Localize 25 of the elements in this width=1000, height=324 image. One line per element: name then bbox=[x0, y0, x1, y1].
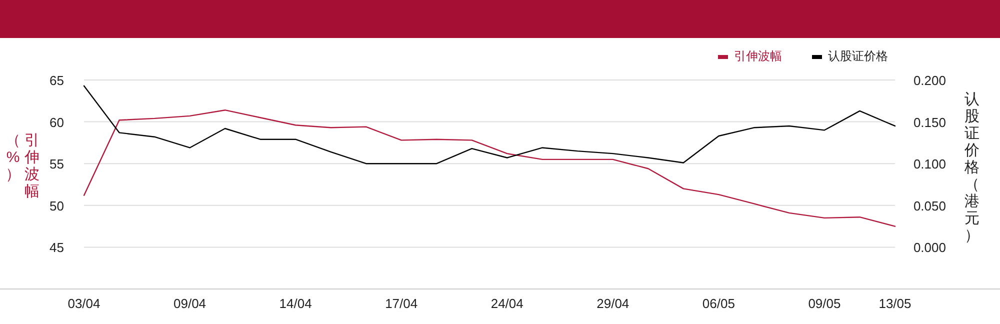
y2-tick-label: 0.000 bbox=[913, 240, 946, 256]
line-series bbox=[83, 85, 896, 164]
y-tick-label: 45 bbox=[50, 240, 64, 256]
x-tick-label: 06/05 bbox=[702, 296, 735, 311]
x-tick-label: 14/04 bbox=[279, 296, 312, 311]
legend-label: 认股证价格 bbox=[828, 49, 888, 63]
line-series bbox=[83, 110, 896, 227]
y2-tick-label: 0.200 bbox=[913, 73, 946, 88]
y2-tick-label: 0.100 bbox=[913, 156, 946, 172]
y2-tick-label: 0.050 bbox=[913, 198, 946, 214]
x-tick-label: 13/05 bbox=[878, 296, 912, 311]
y2-tick-label: 0.150 bbox=[913, 114, 946, 130]
text: 认股证价格（港元） bbox=[964, 91, 980, 244]
x-tick-label: 17/04 bbox=[385, 296, 418, 311]
legend-label: 引伸波幅 bbox=[734, 49, 782, 63]
y-tick-label: 55 bbox=[50, 156, 64, 172]
y-tick-label: 50 bbox=[50, 198, 64, 214]
text: 引伸波幅（%） bbox=[6, 132, 40, 200]
y-tick-label: 65 bbox=[50, 73, 64, 88]
y-tick-label: 60 bbox=[50, 114, 64, 130]
x-tick-label: 09/05 bbox=[808, 296, 841, 311]
x-tick-label: 29/04 bbox=[596, 296, 630, 311]
x-tick-label: 24/04 bbox=[490, 296, 524, 311]
x-tick-label: 09/04 bbox=[174, 296, 206, 311]
x-tick-label: 03/04 bbox=[68, 296, 100, 311]
